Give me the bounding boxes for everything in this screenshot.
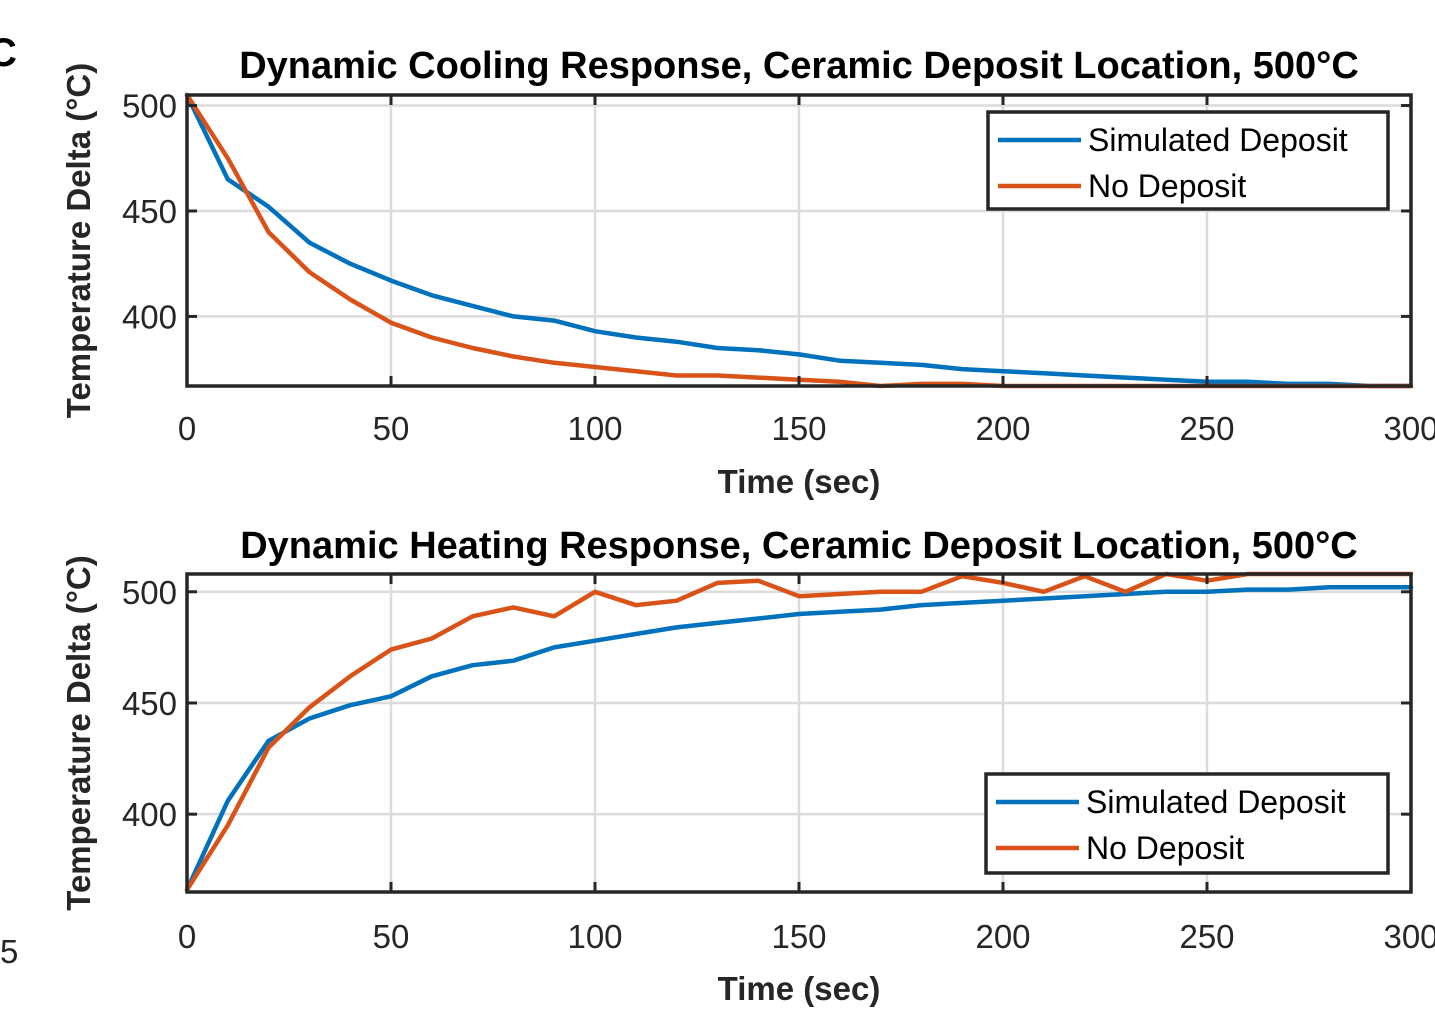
chart-title: Dynamic Cooling Response, Ceramic Deposi… <box>239 45 1359 87</box>
series-line-simulated-deposit <box>184 585 1414 893</box>
x-tick-label: 250 <box>1179 918 1234 955</box>
x-tick-label: 150 <box>771 918 826 955</box>
x-tick-label: 0 <box>178 410 196 447</box>
y-axis-label: Temperature Delta (°C) <box>60 555 97 911</box>
x-tick-label: 200 <box>975 410 1030 447</box>
y-tick-label: 500 <box>122 88 177 125</box>
edge-digit: 5 <box>0 933 18 970</box>
y-tick-label: 500 <box>122 574 177 611</box>
x-tick-label: 50 <box>373 918 410 955</box>
legend-label: Simulated Deposit <box>1088 122 1348 158</box>
legend: Simulated Deposit No Deposit <box>984 772 1390 875</box>
y-tick-label: 450 <box>122 193 177 230</box>
x-tick-label: 300 <box>1383 918 1435 955</box>
x-tick-label: 100 <box>567 918 622 955</box>
legend: Simulated Deposit No Deposit <box>986 110 1390 211</box>
axes-box <box>185 572 1413 894</box>
panel-letter: C <box>0 31 17 75</box>
y-tick-label: 450 <box>122 685 177 722</box>
cooling-chart: 0 50 100 150 200 250 300 400 450 500 Dynamic Cooli… <box>60 45 1435 500</box>
x-tick-label: 100 <box>567 410 622 447</box>
x-tick-label: 0 <box>178 918 196 955</box>
y-axis-label: Temperature Delta (°C) <box>60 63 97 419</box>
chart-title: Dynamic Heating Response, Ceramic Deposi… <box>240 525 1358 567</box>
x-tick-label: 200 <box>975 918 1030 955</box>
legend-label: Simulated Deposit <box>1086 784 1346 820</box>
x-tick-label: 50 <box>373 410 410 447</box>
x-axis-label: Time (sec) <box>718 970 881 1007</box>
legend-box <box>984 772 1390 875</box>
x-axis-label: Time (sec) <box>718 463 881 500</box>
heating-chart: 0 50 100 150 200 250 300 400 450 500 Dynamic Heati… <box>60 525 1435 1007</box>
legend-label: No Deposit <box>1086 830 1244 866</box>
legend-label: No Deposit <box>1088 168 1246 204</box>
x-tick-label: 300 <box>1383 410 1435 447</box>
axes-box <box>185 93 1413 388</box>
x-tick-label: 250 <box>1179 410 1234 447</box>
x-tick-label: 150 <box>771 410 826 447</box>
legend-box <box>986 110 1390 211</box>
y-tick-label: 400 <box>122 796 177 833</box>
y-tick-label: 400 <box>122 298 177 335</box>
